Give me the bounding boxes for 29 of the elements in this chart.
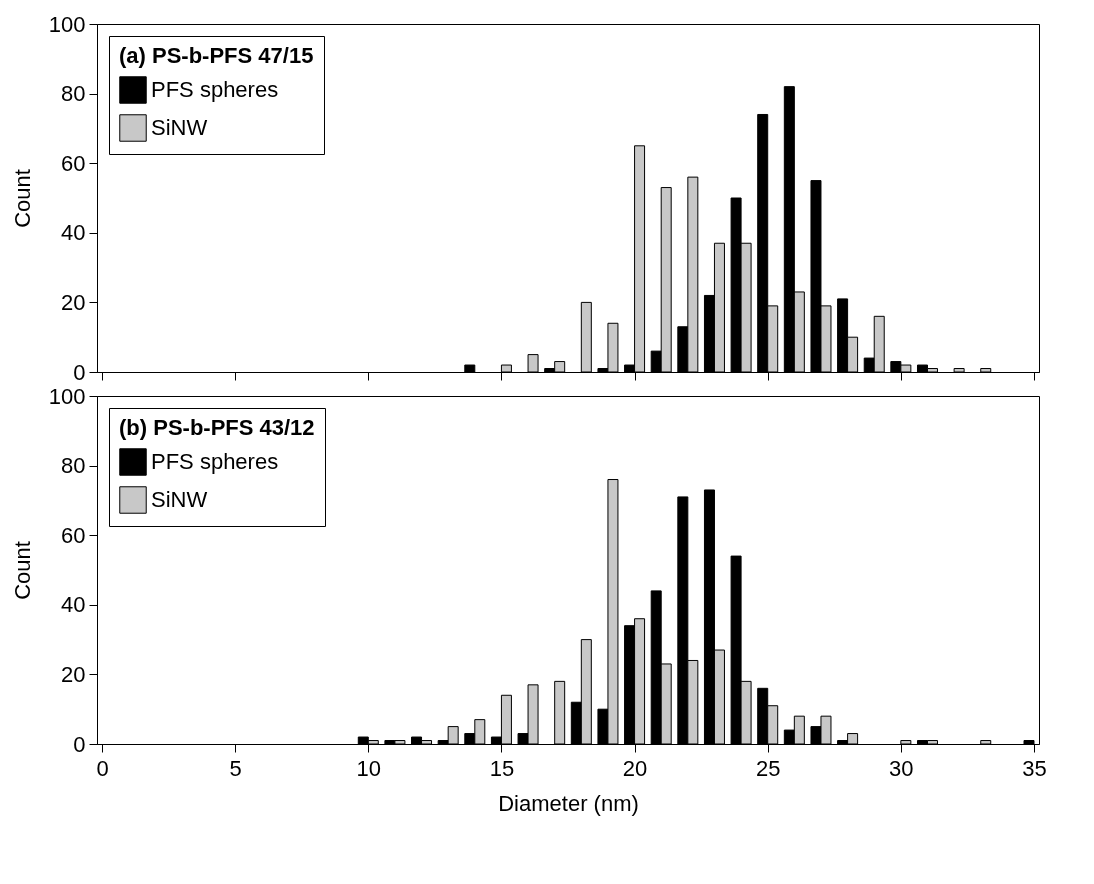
x-tick-label: 0	[96, 755, 109, 781]
y-axis-title: Count	[9, 169, 35, 228]
y-tick-label: 80	[61, 453, 86, 479]
x-tick-label: 10	[356, 755, 382, 781]
x-tick-label: 35	[1022, 755, 1047, 781]
y-tick-label: 60	[61, 522, 86, 548]
y-tick-label: 0	[73, 359, 86, 385]
y-tick-label: 100	[48, 383, 86, 409]
y-tick-label: 100	[48, 11, 86, 37]
legend-label: PFS spheres	[151, 77, 279, 102]
legend-title: (b) PS-b-PFS 43/12	[119, 415, 315, 440]
y-tick-label: 40	[61, 220, 86, 246]
x-tick-label: 20	[622, 755, 648, 781]
legend-label: SiNW	[151, 115, 208, 140]
legend-label: SiNW	[151, 487, 208, 512]
y-tick-label: 60	[61, 150, 86, 176]
x-tick-label: 30	[889, 755, 914, 781]
legend-title: (a) PS-b-PFS 47/15	[119, 43, 314, 68]
x-tick-label: 25	[755, 755, 781, 781]
legend-label: PFS spheres	[151, 449, 279, 474]
x-tick-label: 5	[229, 755, 242, 781]
x-axis-title: Diameter (nm)	[498, 790, 639, 816]
y-tick-label: 80	[61, 81, 86, 107]
y-tick-label: 20	[61, 661, 86, 687]
y-tick-label: 0	[73, 731, 86, 757]
y-tick-label: 40	[61, 592, 86, 618]
x-tick-label: 15	[489, 755, 515, 781]
y-tick-label: 20	[61, 289, 86, 315]
y-axis-title: Count	[9, 541, 35, 600]
